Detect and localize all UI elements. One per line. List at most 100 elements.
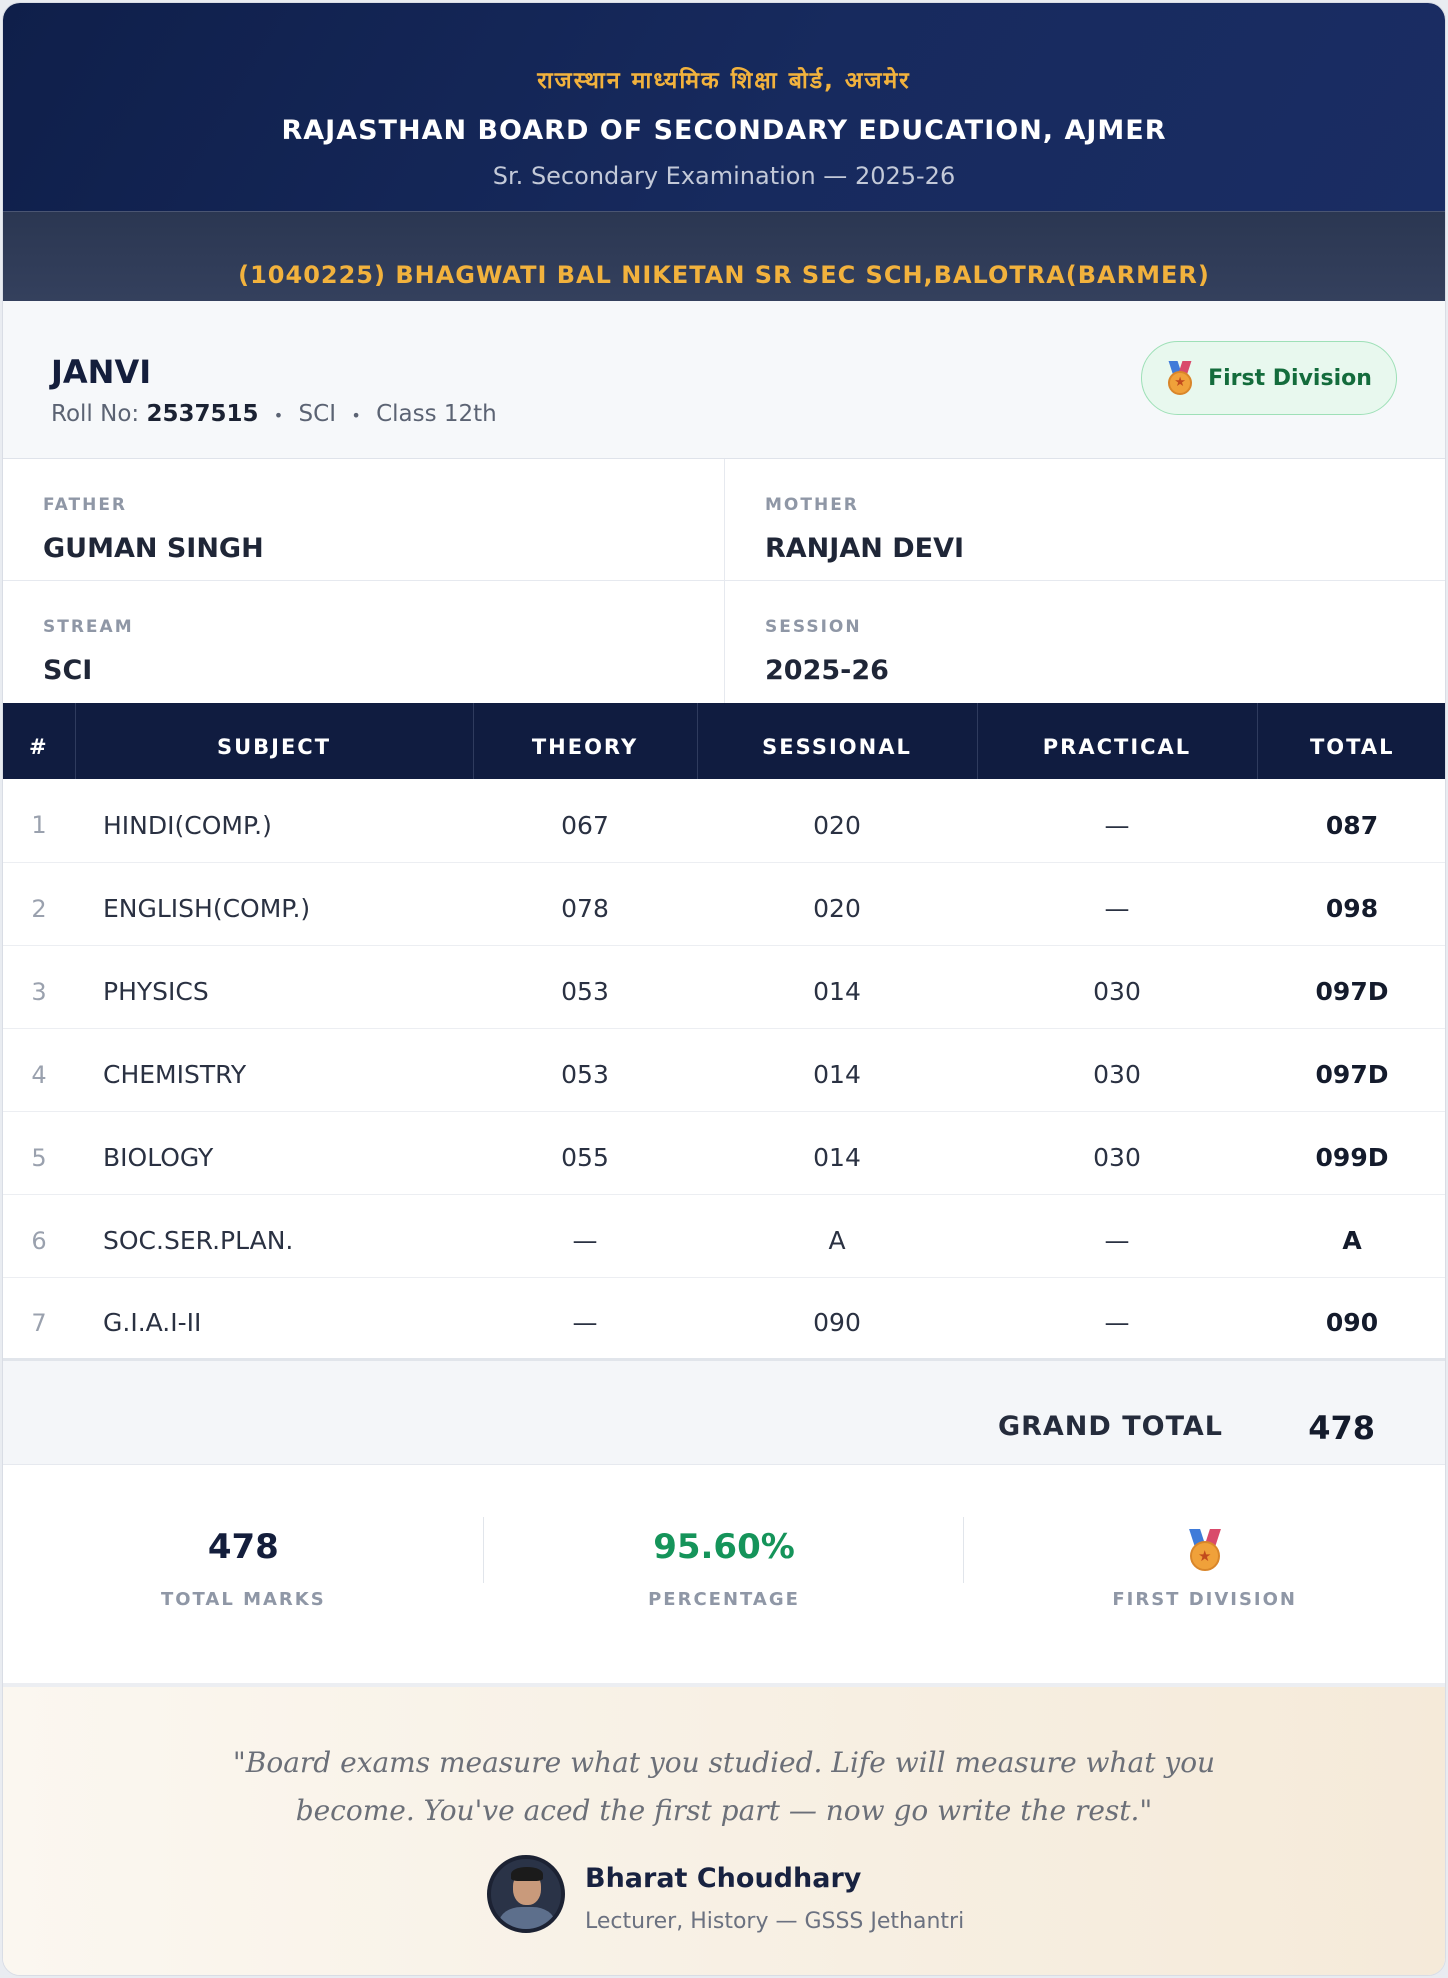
result-summary: 478 TOTAL MARKS 95.60% PERCENTAGE ★ FIRS… <box>3 1465 1445 1687</box>
father-cell: FATHER GUMAN SINGH <box>3 459 725 581</box>
practical-marks: 030 <box>977 1111 1257 1195</box>
total-marks-label: TOTAL MARKS <box>160 1588 326 1610</box>
student-stream: SCI <box>298 401 336 427</box>
motivational-quote: "Board exams measure what you studied. L… <box>3 1686 1445 1975</box>
quote-text: "Board exams measure what you studied. L… <box>232 1745 1216 1827</box>
col-header-theory: THEORY <box>473 703 698 779</box>
grand-total-label: GRAND TOTAL <box>997 1410 1223 1442</box>
row-index: 4 <box>3 1028 75 1112</box>
board-name-hindi: राजस्थान माध्यमिक शिक्षा बोर्ड, अजमेर <box>537 68 911 94</box>
table-row: 5 BIOLOGY 055 014 030 099D <box>3 1111 1445 1195</box>
subject-name: HINDI(COMP.) <box>75 779 473 863</box>
stream-value: SCI <box>43 655 93 686</box>
practical-marks: — <box>977 1277 1257 1361</box>
total-marks: 090 <box>1257 1277 1445 1361</box>
sessional-marks: A <box>697 1194 977 1278</box>
table-row: 3 PHYSICS 053 014 030 097D <box>3 945 1445 1029</box>
father-label: FATHER <box>43 495 128 515</box>
row-index: 2 <box>3 862 75 946</box>
percentage-label: PERCENTAGE <box>648 1588 800 1610</box>
practical-marks: 030 <box>977 1028 1257 1112</box>
mother-name: RANJAN DEVI <box>765 533 965 564</box>
medal-icon: ★ <box>1187 1528 1223 1571</box>
sessional-marks: 090 <box>697 1277 977 1361</box>
board-name-english: RAJASTHAN BOARD OF SECONDARY EDUCATION, … <box>281 115 1167 146</box>
mother-cell: MOTHER RANJAN DEVI <box>725 459 1445 581</box>
row-index: 7 <box>3 1277 75 1361</box>
subject-name: SOC.SER.PLAN. <box>75 1194 473 1278</box>
theory-marks: 053 <box>473 1028 697 1112</box>
summary-percentage: 95.60% PERCENTAGE <box>484 1465 965 1683</box>
mother-label: MOTHER <box>765 495 859 515</box>
school-band: (1040225) BHAGWATI BAL NIKETAN SR SEC SC… <box>3 211 1445 301</box>
row-index: 6 <box>3 1194 75 1278</box>
table-header-row: # SUBJECT THEORY SESSIONAL PRACTICAL TOT… <box>3 703 1445 779</box>
medal-icon: ★ <box>1166 361 1194 395</box>
theory-marks: 078 <box>473 862 697 946</box>
summary-division: ★ FIRST DIVISION <box>964 1465 1445 1683</box>
theory-marks: 053 <box>473 945 697 1029</box>
percentage-value: 95.60% <box>653 1526 795 1567</box>
table-row: 1 HINDI(COMP.) 067 020 — 087 <box>3 779 1445 863</box>
col-header-practical: PRACTICAL <box>977 703 1258 779</box>
row-index: 1 <box>3 779 75 863</box>
total-marks: 097D <box>1257 1028 1445 1112</box>
sessional-marks: 014 <box>697 1028 977 1112</box>
table-row: 4 CHEMISTRY 053 014 030 097D <box>3 1028 1445 1112</box>
father-name: GUMAN SINGH <box>43 533 264 564</box>
row-index: 5 <box>3 1111 75 1195</box>
board-header: राजस्थान माध्यमिक शिक्षा बोर्ड, अजमेर RA… <box>3 3 1445 211</box>
subject-name: PHYSICS <box>75 945 473 1029</box>
total-marks: 087 <box>1257 779 1445 863</box>
practical-marks: 030 <box>977 945 1257 1029</box>
grand-total-value: 478 <box>1308 1408 1375 1447</box>
sessional-marks: 014 <box>697 1111 977 1195</box>
col-header-subject: SUBJECT <box>75 703 474 779</box>
col-header-index: # <box>3 703 76 779</box>
practical-marks: — <box>977 1194 1257 1278</box>
meta-separator: • <box>273 406 284 425</box>
exam-title: Sr. Secondary Examination — 2025-26 <box>492 162 956 190</box>
summary-total-marks: 478 TOTAL MARKS <box>3 1465 484 1683</box>
sessional-marks: 014 <box>697 945 977 1029</box>
table-row: 2 ENGLISH(COMP.) 078 020 — 098 <box>3 862 1445 946</box>
division-label: FIRST DIVISION <box>1112 1588 1297 1610</box>
subject-name: ENGLISH(COMP.) <box>75 862 473 946</box>
stream-label: STREAM <box>43 617 134 637</box>
theory-marks: — <box>473 1194 697 1278</box>
sessional-marks: 020 <box>697 779 977 863</box>
division-badge-label: First Division <box>1208 365 1372 391</box>
avatar <box>487 1854 565 1933</box>
subject-name: CHEMISTRY <box>75 1028 473 1112</box>
subject-name: G.I.A.I-II <box>75 1277 473 1361</box>
session-label: SESSION <box>765 617 862 637</box>
theory-marks: — <box>473 1277 697 1361</box>
student-summary: JANVI Roll No: 2537515 • SCI • Class 12t… <box>3 301 1445 459</box>
sessional-marks: 020 <box>697 862 977 946</box>
marks-table: # SUBJECT THEORY SESSIONAL PRACTICAL TOT… <box>3 703 1445 1361</box>
subject-name: BIOLOGY <box>75 1111 473 1195</box>
theory-marks: 055 <box>473 1111 697 1195</box>
grand-total-row: GRAND TOTAL 478 <box>3 1360 1445 1465</box>
row-index: 3 <box>3 945 75 1029</box>
practical-marks: — <box>977 779 1257 863</box>
school-name: (1040225) BHAGWATI BAL NIKETAN SR SEC SC… <box>238 261 1210 289</box>
table-row: 7 G.I.A.I-II — 090 — 090 <box>3 1277 1445 1361</box>
col-header-total: TOTAL <box>1257 703 1445 779</box>
student-name: JANVI <box>51 353 152 391</box>
roll-number: 2537515 <box>146 401 259 427</box>
roll-label: Roll No: <box>51 401 140 427</box>
quote-author-role: Lecturer, History — GSSS Jethantri <box>585 1908 965 1934</box>
student-class: Class 12th <box>376 401 497 427</box>
table-row: 6 SOC.SER.PLAN. — A — A <box>3 1194 1445 1278</box>
total-marks: 098 <box>1257 862 1445 946</box>
parent-info-grid: FATHER GUMAN SINGH MOTHER RANJAN DEVI ST… <box>3 459 1445 703</box>
total-marks: A <box>1257 1194 1445 1278</box>
theory-marks: 067 <box>473 779 697 863</box>
total-marks: 097D <box>1257 945 1445 1029</box>
division-badge: ★ First Division <box>1141 341 1397 415</box>
session-cell: SESSION 2025-26 <box>725 581 1445 703</box>
col-header-sessional: SESSIONAL <box>697 703 978 779</box>
session-value: 2025-26 <box>765 655 889 686</box>
